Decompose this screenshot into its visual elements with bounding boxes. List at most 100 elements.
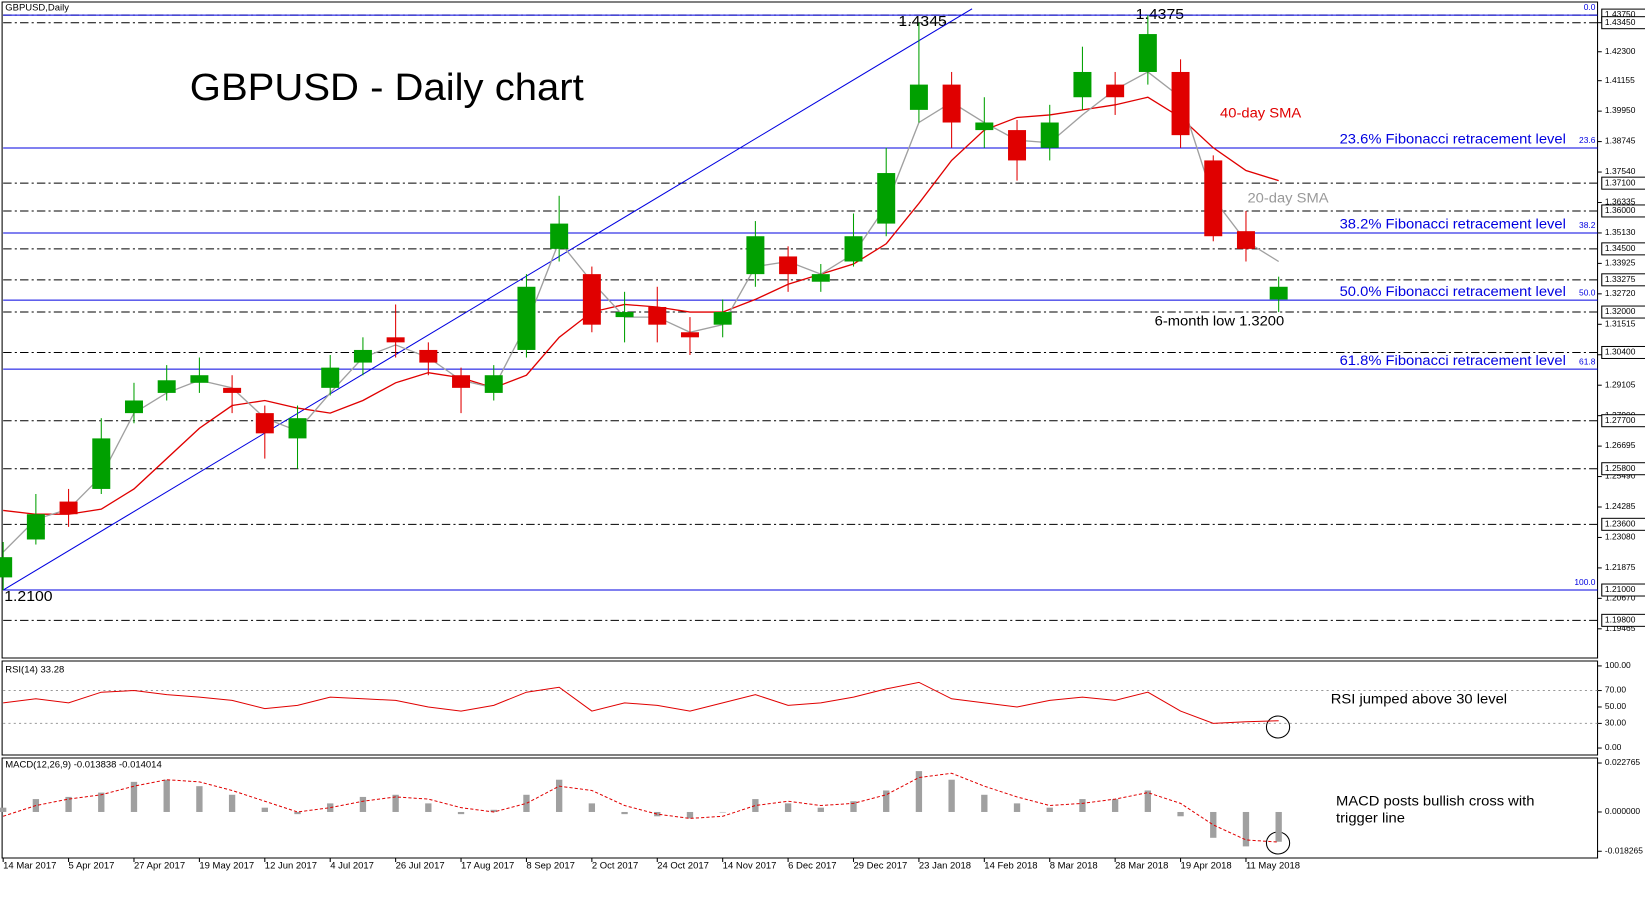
candle-body bbox=[1040, 122, 1059, 148]
candle-body bbox=[255, 413, 274, 434]
level-box bbox=[1601, 345, 1645, 359]
x-tick-label: 2 Oct 2017 bbox=[592, 861, 638, 871]
candle-body bbox=[550, 223, 569, 249]
candle-body bbox=[452, 375, 471, 388]
y-tick-label: 1.29105 bbox=[1605, 381, 1636, 390]
x-tick-label: 12 Jun 2017 bbox=[265, 861, 317, 871]
x-tick-label: 5 Apr 2017 bbox=[69, 861, 115, 871]
sma-line bbox=[2, 71, 1280, 553]
level-label: 1.23600 bbox=[1605, 520, 1636, 529]
y-tick-label: 1.25490 bbox=[1605, 472, 1636, 481]
price-panel bbox=[1, 1, 1599, 659]
macd-bar bbox=[392, 794, 399, 812]
macd-bar bbox=[490, 809, 497, 812]
candle-body bbox=[157, 380, 176, 393]
level-label: 1.27700 bbox=[1605, 416, 1636, 425]
rsi-line bbox=[3, 681, 1279, 724]
level-box bbox=[1601, 462, 1645, 476]
candle-body bbox=[1204, 160, 1223, 237]
candle-body bbox=[975, 122, 994, 131]
x-tick-label: 6 Dec 2017 bbox=[788, 861, 836, 871]
macd-bar bbox=[65, 796, 72, 812]
fib-ratio: 0.0 bbox=[1584, 3, 1596, 12]
level-label: 1.33275 bbox=[1605, 275, 1636, 284]
trendline bbox=[2, 8, 973, 591]
candle-body bbox=[746, 236, 765, 275]
candle-body bbox=[223, 387, 242, 393]
rsi-header: RSI(14) 33.28 bbox=[5, 665, 64, 675]
macd-signal bbox=[2, 772, 1279, 843]
y-tick-label: 70.00 bbox=[1605, 686, 1627, 695]
y-tick-label: 1.21875 bbox=[1605, 563, 1636, 572]
rsi-note: RSI jumped above 30 level bbox=[1331, 692, 1507, 708]
macd-note: trigger line bbox=[1336, 811, 1405, 827]
level-label: 1.21000 bbox=[1605, 585, 1636, 594]
x-tick-label: 14 Nov 2017 bbox=[723, 861, 777, 871]
macd-bar bbox=[294, 811, 301, 815]
x-tick-label: 23 Jan 2018 bbox=[919, 861, 971, 871]
macd-bar bbox=[981, 794, 988, 812]
candle-body bbox=[321, 367, 340, 388]
x-tick-label: 14 Mar 2017 bbox=[3, 861, 56, 871]
macd-bar bbox=[883, 790, 890, 812]
highlight-circle bbox=[1265, 715, 1291, 739]
x-tick-label: 19 Apr 2018 bbox=[1181, 861, 1232, 871]
macd-bar bbox=[588, 803, 596, 812]
y-tick-label: 30.00 bbox=[1605, 719, 1627, 728]
y-tick-label: 1.38745 bbox=[1605, 137, 1636, 146]
macd-bar bbox=[457, 811, 465, 815]
level-label: 1.19800 bbox=[1605, 616, 1636, 625]
level-label: 1.32000 bbox=[1605, 307, 1636, 316]
candle-body bbox=[419, 349, 438, 363]
macd-bar bbox=[686, 811, 694, 819]
candle-body bbox=[1106, 84, 1125, 98]
candle-body bbox=[779, 256, 798, 275]
candle-body bbox=[648, 306, 667, 325]
candle-body bbox=[124, 400, 143, 414]
y-tick-label: 1.39950 bbox=[1605, 106, 1636, 115]
macd-note: MACD posts bullish cross with bbox=[1336, 794, 1534, 810]
macd-bar bbox=[555, 779, 563, 812]
y-tick-label: 1.37540 bbox=[1605, 167, 1636, 176]
level-box bbox=[1601, 204, 1645, 218]
level-box bbox=[1601, 16, 1645, 30]
y-tick-label: 1.19465 bbox=[1605, 624, 1636, 633]
candle-body bbox=[26, 514, 45, 540]
y-tick-label: 1.26695 bbox=[1605, 441, 1636, 450]
level-label: 1.34500 bbox=[1605, 244, 1636, 253]
macd-bar bbox=[654, 811, 661, 817]
level-box bbox=[1601, 583, 1645, 597]
level-box bbox=[1601, 517, 1645, 531]
macd-bar bbox=[948, 779, 955, 812]
macd-bar bbox=[98, 792, 105, 812]
y-tick-label: 0.000000 bbox=[1605, 807, 1641, 816]
macd-bar bbox=[915, 771, 923, 812]
candle-body bbox=[713, 312, 732, 325]
candle-body bbox=[288, 418, 307, 439]
level-label: 1.30400 bbox=[1605, 348, 1636, 357]
macd-bar bbox=[1013, 803, 1021, 812]
fib-ratio: 100.0 bbox=[1574, 578, 1596, 587]
level-box bbox=[1601, 414, 1645, 428]
candle-body bbox=[59, 501, 78, 515]
y-tick-label: 1.36335 bbox=[1605, 198, 1636, 207]
macd-bar bbox=[784, 803, 792, 812]
y-tick-label: 0.00 bbox=[1605, 743, 1622, 752]
macd-bar bbox=[327, 803, 334, 812]
macd-bar bbox=[1242, 811, 1250, 847]
y-tick-label: 1.41155 bbox=[1605, 76, 1635, 85]
level-box bbox=[1601, 242, 1645, 256]
annotation: 6-month low 1.3200 bbox=[1155, 314, 1285, 330]
macd-bar bbox=[425, 803, 432, 812]
candle-body bbox=[0, 557, 13, 578]
macd-bar bbox=[1046, 807, 1053, 812]
candle-body bbox=[909, 84, 928, 110]
macd-bar bbox=[1177, 811, 1184, 817]
level-label: 1.25800 bbox=[1605, 464, 1636, 473]
x-tick-label: 26 Jul 2017 bbox=[396, 861, 445, 871]
macd-bar bbox=[752, 799, 759, 812]
candle-body bbox=[484, 375, 503, 393]
fib-ratio: 50.0 bbox=[1579, 288, 1596, 297]
